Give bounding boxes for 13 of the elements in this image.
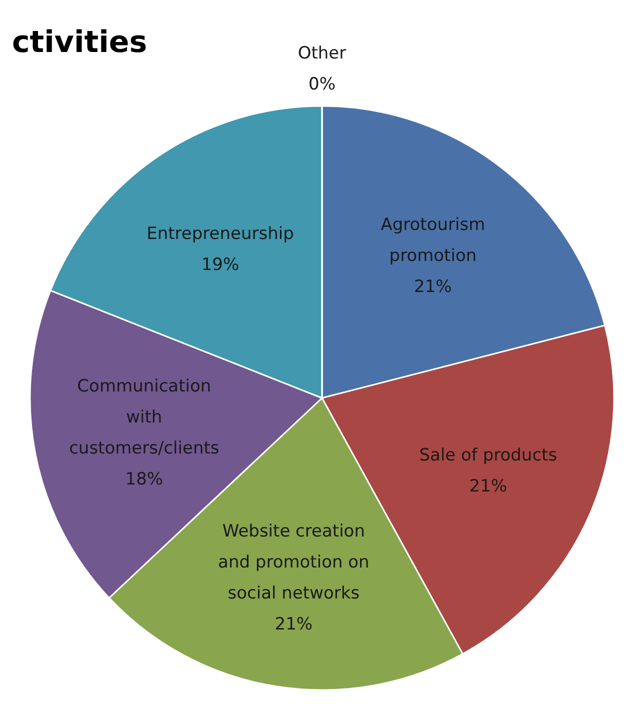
slice-label: Sale of products xyxy=(419,445,558,466)
chart-title: ctivities xyxy=(12,25,148,60)
data-label: 19% xyxy=(201,254,240,275)
text: 0% xyxy=(308,74,336,94)
data-label: 21% xyxy=(274,614,313,634)
data-label: 21% xyxy=(469,476,508,496)
slice-label: Entrepreneurship xyxy=(146,224,294,244)
data-label: 18% xyxy=(125,469,164,490)
slice-label: Agrotourism promotion xyxy=(380,214,486,266)
data-label: 21% xyxy=(414,276,452,297)
category-label: Other xyxy=(298,44,346,64)
slice-label: Website creation and promotion on social networks xyxy=(218,521,370,604)
slice-label: Communication with customers/clients xyxy=(69,376,220,458)
